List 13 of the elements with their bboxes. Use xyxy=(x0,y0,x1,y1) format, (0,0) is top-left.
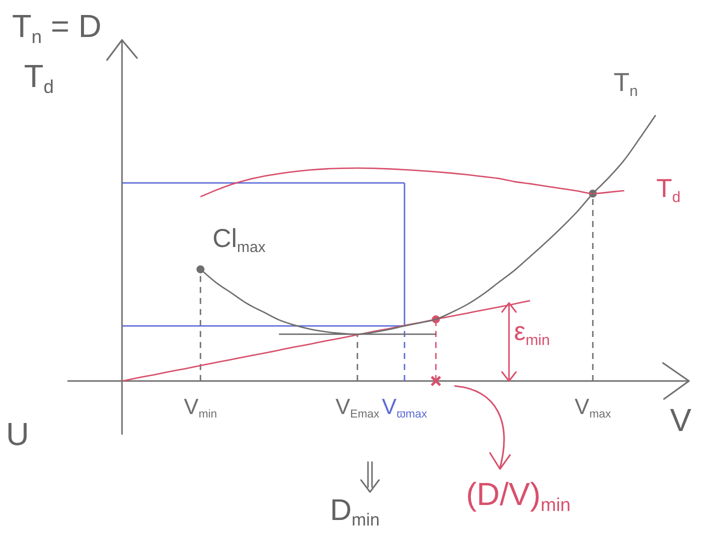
text: D$_{min}$ xyxy=(330,494,380,530)
x-tick-label: V$_{ϖmax}$ xyxy=(382,394,428,421)
annotation: ε$_{min}$ xyxy=(514,316,550,349)
x-axis-title: V xyxy=(670,402,692,438)
series-label: T$_{n}$ xyxy=(614,67,638,100)
annotation: Cl$_{max}$ xyxy=(212,223,266,256)
text: U xyxy=(6,416,30,452)
text: (D/V)$_{min}$ xyxy=(466,476,571,515)
x-tick-label: V$_{max}$ xyxy=(574,394,611,421)
x-tick-label: V$_{min}$ xyxy=(184,394,218,421)
series-label: T$_{d}$ xyxy=(656,172,680,206)
y-axis-title: T$_{n}$ = D T$_{d}$ xyxy=(12,8,102,97)
x-tick-label: V$_{Emax}$ xyxy=(335,394,380,421)
